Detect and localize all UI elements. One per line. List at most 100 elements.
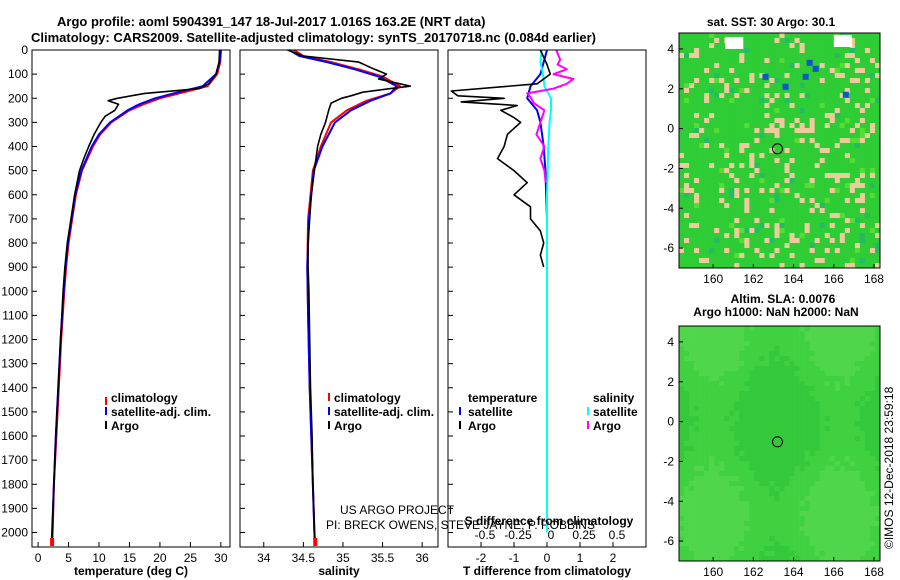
- map-grid-cell: [704, 516, 710, 522]
- map-grid-cell: [859, 188, 866, 194]
- map-grid-cell: [749, 486, 755, 492]
- map-grid-cell: [769, 188, 775, 194]
- map-grid-cell: [764, 356, 770, 362]
- map-grid-cell: [754, 376, 760, 382]
- map-grid-cell: [779, 178, 785, 184]
- map-grid-cell: [729, 426, 735, 432]
- map-grid-cell: [839, 253, 846, 259]
- map-grid-cell: [869, 336, 876, 342]
- map-grid-cell: [809, 98, 815, 104]
- map-grid-cell: [714, 531, 720, 537]
- map-grid-cell: [844, 193, 851, 199]
- map-grid-cell: [869, 153, 876, 159]
- map-grid-cell: [794, 63, 800, 69]
- map-grid-cell: [854, 386, 861, 392]
- map-grid-cell: [839, 203, 846, 209]
- map-grid-cell: [874, 98, 881, 104]
- map-grid-cell: [699, 486, 705, 492]
- map-grid-cell: [689, 193, 695, 199]
- map-grid-cell: [799, 466, 805, 472]
- map-grid-cell: [714, 401, 720, 407]
- map-grid-cell: [779, 426, 785, 432]
- legend-label-satellite: satellite-adj. clim.: [334, 405, 434, 419]
- map-grid-cell: [684, 148, 690, 154]
- map-grid-cell: [744, 88, 750, 94]
- map-grid-cell: [874, 536, 881, 542]
- map-grid-cell: [824, 466, 831, 472]
- map-grid-cell: [849, 53, 856, 59]
- map-grid-cell: [789, 33, 795, 39]
- map-grid-cell: [859, 456, 866, 462]
- map-grid-cell: [794, 88, 800, 94]
- map-grid-cell: [764, 441, 770, 447]
- map-grid-cell: [754, 143, 760, 149]
- map-grid-cell: [689, 108, 695, 114]
- map-grid-cell: [874, 526, 881, 532]
- map-grid-cell: [874, 33, 881, 39]
- map-grid-cell: [714, 158, 720, 164]
- map-grid-cell: [704, 386, 710, 392]
- map-grid-cell: [854, 38, 861, 44]
- map-grid-cell: [704, 511, 710, 517]
- map-grid-cell: [874, 133, 881, 139]
- map-grid-cell: [739, 401, 745, 407]
- map-grid-cell: [744, 258, 750, 264]
- map-grid-cell: [834, 143, 841, 149]
- map-grid-cell: [859, 133, 866, 139]
- map-grid-cell: [799, 361, 805, 367]
- map-grid-cell: [744, 331, 750, 337]
- map-grid-cell: [704, 341, 710, 347]
- map-grid-cell: [689, 118, 695, 124]
- map-grid-cell: [774, 521, 780, 527]
- map-grid-cell: [834, 223, 841, 229]
- map-grid-cell: [799, 521, 805, 527]
- map-grid-cell: [724, 243, 730, 249]
- map-grid-cell: [784, 53, 790, 59]
- map-grid-cell: [689, 123, 695, 129]
- map-grid-cell: [849, 401, 856, 407]
- temperature-profile-panel: 0100200300400500600700800900100011001200…: [1, 43, 231, 578]
- map-grid-cell: [754, 486, 760, 492]
- map-grid-cell: [804, 466, 810, 472]
- map-grid-cell: [824, 228, 831, 234]
- map-grid-cell: [734, 436, 740, 442]
- map-grid-cell: [824, 173, 831, 179]
- map-grid-cell: [804, 521, 810, 527]
- map-grid-cell: [794, 336, 800, 342]
- map-grid-cell: [729, 258, 735, 264]
- map-grid-cell: [829, 83, 836, 89]
- map-grid-cell: [834, 183, 841, 189]
- map-grid-cell: [704, 93, 710, 99]
- map-grid-cell: [799, 381, 805, 387]
- map-grid-cell: [704, 531, 710, 537]
- map-grid-cell: [849, 228, 856, 234]
- map-grid-cell: [709, 193, 715, 199]
- map-grid-cell: [859, 103, 866, 109]
- map-grid-cell: [769, 43, 775, 49]
- map-grid-cell: [829, 431, 836, 437]
- map-grid-cell: [764, 123, 770, 129]
- map-grid-cell: [724, 33, 730, 39]
- map-grid-cell: [819, 426, 826, 432]
- map-grid-cell: [859, 541, 866, 547]
- map-grid-cell: [819, 481, 826, 487]
- map-grid-cell: [869, 386, 876, 392]
- map-grid-cell: [779, 421, 785, 427]
- map-grid-cell: [819, 198, 826, 204]
- map-grid-cell: [844, 516, 851, 522]
- map-grid-cell: [869, 521, 876, 527]
- map-grid-cell: [839, 406, 846, 412]
- map-grid-cell: [854, 471, 861, 477]
- map-grid-cell: [874, 248, 881, 254]
- map-grid-cell: [834, 436, 841, 442]
- map-grid-cell: [719, 78, 725, 84]
- map-grid-cell: [854, 466, 861, 472]
- map-grid-cell: [779, 93, 785, 99]
- map-grid-cell: [779, 248, 785, 254]
- map-grid-cell: [679, 123, 685, 129]
- map-grid-cell: [749, 426, 755, 432]
- map-grid-cell: [829, 506, 836, 512]
- map-grid-cell: [804, 406, 810, 412]
- map-grid-cell: [734, 521, 740, 527]
- map-grid-cell: [829, 233, 836, 239]
